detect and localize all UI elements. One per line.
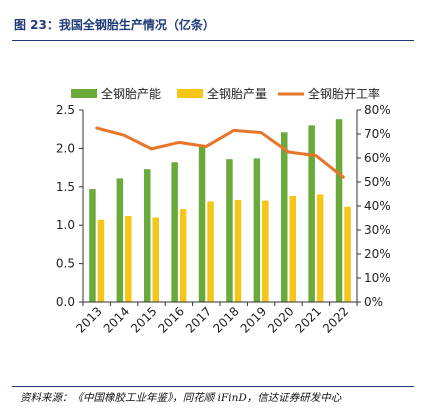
bar-capacity-2020 (281, 132, 288, 302)
y-right-tick-label: 50% (364, 175, 391, 189)
x-tick-label-2014: 2014 (101, 304, 132, 335)
bar-output-2017 (207, 201, 214, 302)
y-left-tick-label: 2.0 (56, 141, 75, 155)
figure-title: 图 23：我国全钢胎生产情况（亿条） (14, 18, 215, 32)
chart-axes: 0.0 0.5 1.0 1.5 2.0 2.5 0% 10% 20% 30% 40% 50% 60% 70… (56, 103, 391, 336)
bar-capacity-2017 (198, 145, 206, 302)
y-left-tick-label: 2.5 (56, 103, 75, 117)
y-right-tick-label: 0% (364, 295, 383, 309)
y-left-tick-label: 1.0 (56, 218, 75, 232)
y-right-tick-label: 40% (364, 199, 391, 213)
x-tick-label-2018: 2018 (210, 304, 241, 335)
legend-swatch-capacity (71, 89, 97, 98)
legend-label-capacity: 全钢胎产能 (101, 86, 161, 101)
x-tick-label-2022: 2022 (320, 304, 351, 335)
bar-capacity-2014 (116, 178, 124, 302)
x-tick-label-2020: 2020 (265, 304, 296, 335)
y-left-tick-label: 0.0 (56, 295, 75, 309)
bar-capacity-2019 (253, 158, 261, 302)
y-right-tick-label: 20% (364, 247, 391, 261)
bar-capacity-2016 (171, 162, 178, 302)
x-tick-label-2021: 2021 (293, 304, 324, 335)
bar-output-2020 (289, 196, 296, 302)
bar-output-2014 (125, 215, 132, 302)
x-tick-label-2016: 2016 (156, 304, 187, 335)
y-right-tick-label: 80% (364, 103, 391, 117)
bar-output-2013 (97, 219, 105, 302)
line-series (95, 126, 345, 179)
bar-output-2015 (152, 217, 159, 302)
legend-label-utilization: 全钢胎开工率 (308, 86, 380, 101)
bar-capacity-2015 (144, 169, 151, 302)
y-left-tick-label: 1.5 (56, 180, 75, 194)
chart-legend: 全钢胎产能 全钢胎产量 全钢胎开工率 (71, 86, 380, 101)
x-tick-label-2015: 2015 (128, 304, 159, 335)
bar-capacity-2018 (226, 159, 233, 302)
footer-rule (12, 386, 414, 387)
x-tick-label-2017: 2017 (183, 304, 214, 335)
title-rule (12, 40, 414, 41)
bar-capacity-2013 (89, 189, 96, 302)
bar-output-2018 (234, 199, 242, 302)
y-right-tick-label: 10% (364, 271, 391, 285)
bar-output-2022 (344, 206, 351, 302)
line-utilization-rate (95, 126, 345, 179)
source-note: 资料来源：《中国橡胶工业年鉴》，同花顺 iFinD，信达证券研发中心 (20, 392, 342, 404)
legend-swatch-output (177, 89, 203, 98)
bar-capacity-2021 (308, 125, 315, 302)
y-right-tick-label: 30% (364, 223, 391, 237)
y-right-tick-label: 70% (364, 127, 391, 141)
bar-series (89, 119, 351, 302)
bar-output-2016 (179, 209, 187, 302)
bar-capacity-2022 (335, 119, 343, 302)
x-tick-label-2013: 2013 (73, 304, 104, 335)
y-left-tick-label: 0.5 (56, 257, 75, 271)
legend-label-output: 全钢胎产量 (207, 86, 267, 101)
y-right-tick-label: 60% (364, 151, 391, 165)
bar-output-2019 (262, 200, 269, 302)
bar-output-2021 (316, 194, 324, 302)
x-tick-label-2019: 2019 (238, 304, 269, 335)
